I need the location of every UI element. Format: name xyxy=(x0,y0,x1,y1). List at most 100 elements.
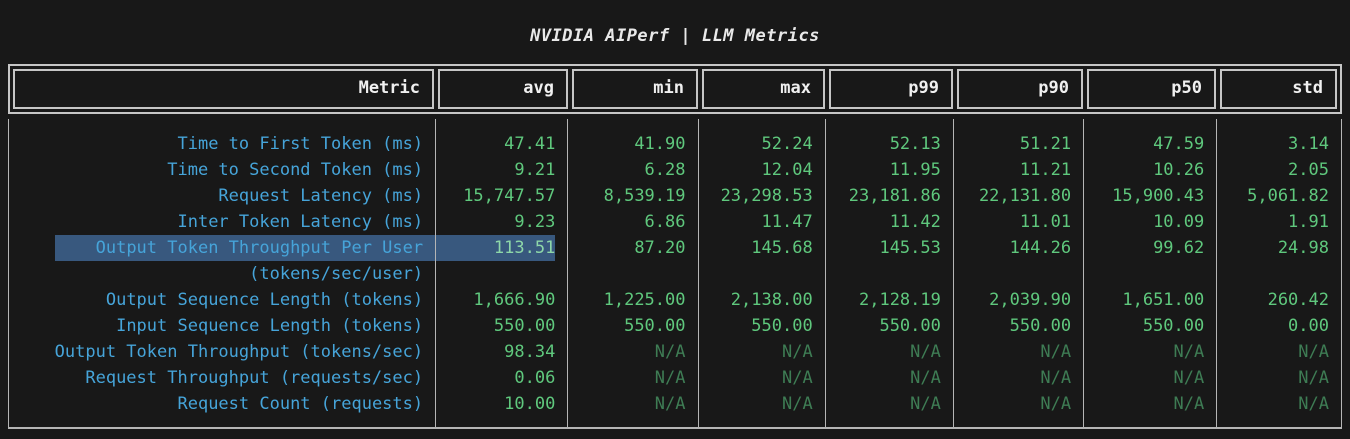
value-cell-min: 6.86 xyxy=(567,209,698,235)
value-cell-p90: 22,131.80 xyxy=(952,183,1084,209)
value-cell-p90: N/A xyxy=(952,391,1084,417)
value-cell-p99: 11.95 xyxy=(824,157,954,183)
value-cell-p99: 2,128.19 xyxy=(824,287,954,313)
value-cell-avg: 0.06 xyxy=(435,365,568,391)
value-cell-p50: 10.09 xyxy=(1083,209,1217,235)
column-header-max: max xyxy=(702,69,825,109)
value-cell-p50: N/A xyxy=(1083,339,1217,365)
metric-name-cell: Request Throughput (requests/sec) xyxy=(85,368,424,388)
value-cell-std: 0.00 xyxy=(1216,313,1341,339)
value-cell-p50: N/A xyxy=(1083,391,1217,417)
metric-name-cell: Request Count (requests) xyxy=(177,394,424,414)
column-header-p99: p99 xyxy=(829,69,953,109)
table-row: Output Sequence Length (tokens) 1,666.90 1… xyxy=(9,287,1341,313)
column-header-metric: Metric xyxy=(13,69,434,109)
value-cell-max: 23,298.53 xyxy=(697,183,826,209)
value-cell-p90: 11.01 xyxy=(952,209,1084,235)
value-cell-p50: 47.59 xyxy=(1083,131,1217,157)
value-cell-max: N/A xyxy=(697,339,826,365)
value-cell-p50: 1,651.00 xyxy=(1083,287,1217,313)
value-cell-max: 2,138.00 xyxy=(697,287,826,313)
metric-name-cell: Output Sequence Length (tokens) xyxy=(105,290,424,310)
value-cell-p50 xyxy=(1083,261,1217,287)
value-cell-max xyxy=(697,261,826,287)
table-header-row: Metric avg min max p99 p90 p50 std xyxy=(8,64,1342,114)
value-cell-p90: N/A xyxy=(952,365,1084,391)
value-cell-p99: N/A xyxy=(824,365,954,391)
value-cell-p99: 11.42 xyxy=(824,209,954,235)
value-cell-min: 87.20 xyxy=(567,235,698,261)
table-row: (tokens/sec/user) xyxy=(9,261,1341,287)
table-row: Output Token Throughput Per User 113.51 87… xyxy=(9,235,1341,261)
value-cell-p90 xyxy=(952,261,1084,287)
metric-name-cell: Request Latency (ms) xyxy=(218,186,424,206)
value-cell-avg xyxy=(435,261,568,287)
value-cell-std xyxy=(1216,261,1341,287)
body-padding-row xyxy=(9,119,1341,131)
metric-name-cell: Inter Token Latency (ms) xyxy=(177,212,424,232)
value-cell-avg: 1,666.90 xyxy=(435,287,568,313)
value-cell-min: 550.00 xyxy=(567,313,698,339)
table-row: Request Count (requests) 10.00 N/A N/A N/A N/… xyxy=(9,391,1341,417)
metric-name-cell: Output Token Throughput Per User xyxy=(9,235,436,261)
value-cell-p50: 15,900.43 xyxy=(1083,183,1217,209)
value-cell-p99 xyxy=(824,261,954,287)
value-cell-max: 52.24 xyxy=(697,131,826,157)
value-cell-p90: 2,039.90 xyxy=(952,287,1084,313)
body-padding-row xyxy=(9,417,1341,427)
value-cell-p99: N/A xyxy=(824,339,954,365)
value-cell-min xyxy=(567,261,698,287)
value-cell-p99: 550.00 xyxy=(824,313,954,339)
value-cell-min: 1,225.00 xyxy=(567,287,698,313)
value-cell-p50: 99.62 xyxy=(1083,235,1217,261)
value-cell-p50: 10.26 xyxy=(1083,157,1217,183)
value-cell-p90: 550.00 xyxy=(952,313,1084,339)
value-cell-max: N/A xyxy=(697,365,826,391)
value-cell-max: 11.47 xyxy=(697,209,826,235)
table-row: Time to First Token (ms) 47.41 41.90 52.24 5… xyxy=(9,131,1341,157)
value-cell-p90: 11.21 xyxy=(952,157,1084,183)
value-cell-std: 1.91 xyxy=(1216,209,1341,235)
metric-name-cell: Input Sequence Length (tokens) xyxy=(116,316,424,336)
value-cell-min: N/A xyxy=(567,391,698,417)
value-cell-std: 260.42 xyxy=(1216,287,1341,313)
table-row: Request Throughput (requests/sec) 0.06 N/A… xyxy=(9,365,1341,391)
value-cell-avg: 15,747.57 xyxy=(435,183,568,209)
column-header-min: min xyxy=(572,69,698,109)
value-cell-avg: 9.21 xyxy=(435,157,568,183)
value-cell-avg: 9.23 xyxy=(435,209,568,235)
metric-name-cell: Time to First Token (ms) xyxy=(177,134,424,154)
metrics-table: Metric avg min max p99 p90 p50 std Time to Firs… xyxy=(8,64,1342,429)
column-header-std: std xyxy=(1220,69,1337,109)
value-cell-avg: 47.41 xyxy=(435,131,568,157)
value-cell-min: 41.90 xyxy=(567,131,698,157)
value-cell-max: N/A xyxy=(697,391,826,417)
value-cell-std: N/A xyxy=(1216,365,1341,391)
value-cell-std: N/A xyxy=(1216,391,1341,417)
value-cell-p99: 23,181.86 xyxy=(824,183,954,209)
value-cell-std: N/A xyxy=(1216,339,1341,365)
table-body: Time to First Token (ms) 47.41 41.90 52.24 5… xyxy=(8,119,1342,429)
value-cell-avg: 10.00 xyxy=(435,391,568,417)
metrics-grid: Time to First Token (ms) 47.41 41.90 52.24 5… xyxy=(9,119,1341,427)
value-cell-min: 8,539.19 xyxy=(567,183,698,209)
value-cell-p90: 144.26 xyxy=(952,235,1084,261)
value-cell-p99: 52.13 xyxy=(824,131,954,157)
value-cell-avg: 98.34 xyxy=(435,339,568,365)
value-cell-min: 6.28 xyxy=(567,157,698,183)
value-cell-std: 2.05 xyxy=(1216,157,1341,183)
value-cell-p99: N/A xyxy=(824,391,954,417)
value-cell-p90: N/A xyxy=(952,339,1084,365)
value-cell-avg: 550.00 xyxy=(435,313,568,339)
value-cell-min: N/A xyxy=(567,339,698,365)
column-header-p50: p50 xyxy=(1087,69,1216,109)
metric-name-cell: Output Token Throughput (tokens/sec) xyxy=(54,342,424,362)
value-cell-std: 24.98 xyxy=(1216,235,1341,261)
table-row: Input Sequence Length (tokens) 550.00 550.… xyxy=(9,313,1341,339)
table-row: Request Latency (ms) 15,747.57 8,539.19 23,… xyxy=(9,183,1341,209)
table-row: Time to Second Token (ms) 9.21 6.28 12.04 11… xyxy=(9,157,1341,183)
value-cell-p90: 51.21 xyxy=(952,131,1084,157)
table-row: Output Token Throughput (tokens/sec) 98.3… xyxy=(9,339,1341,365)
value-cell-std: 5,061.82 xyxy=(1216,183,1341,209)
column-header-p90: p90 xyxy=(957,69,1083,109)
